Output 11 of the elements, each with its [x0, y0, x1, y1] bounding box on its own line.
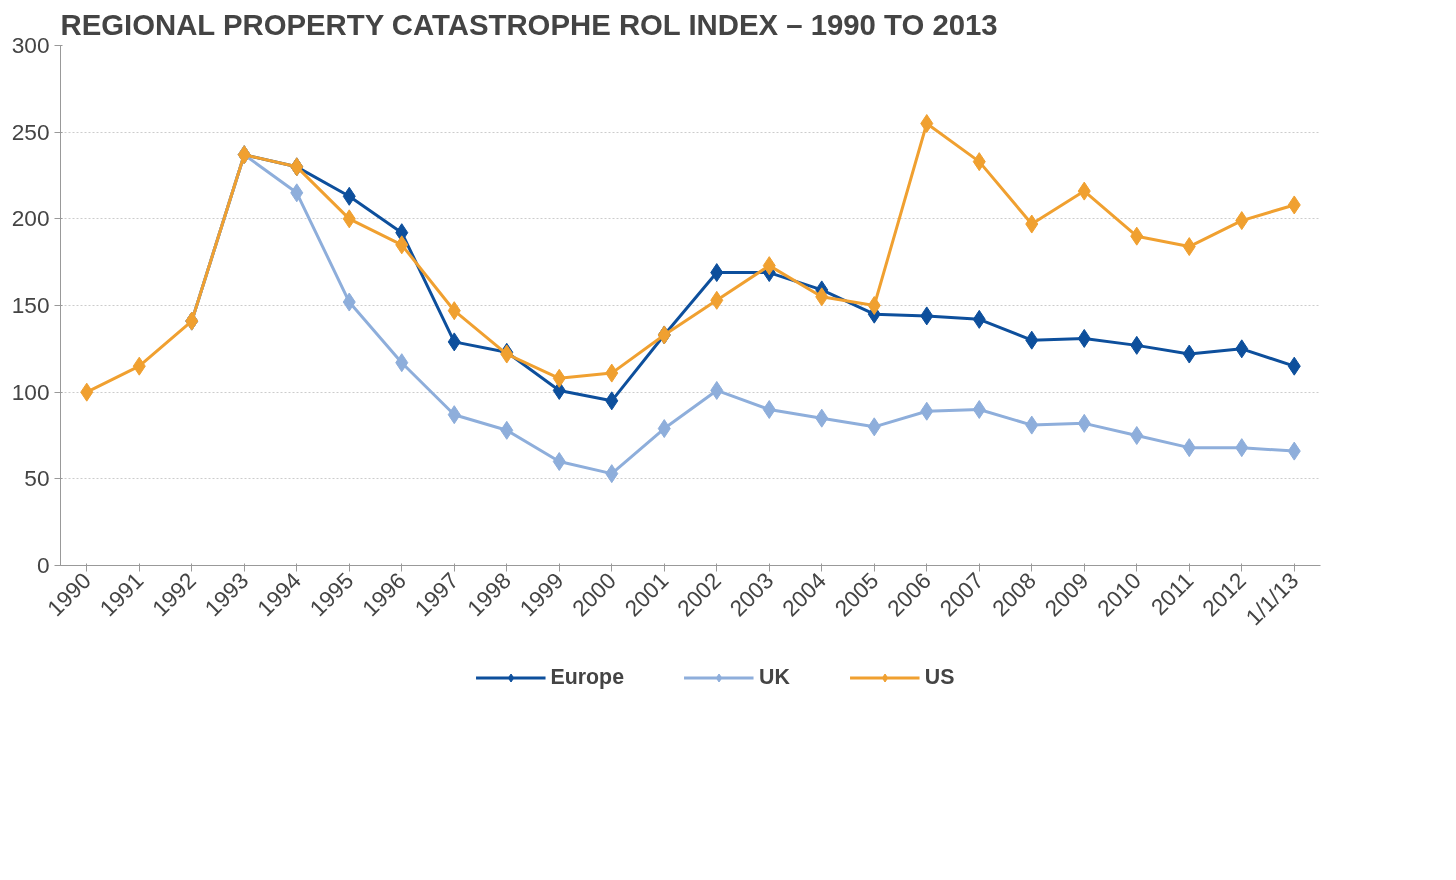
y-tick-label: 100	[11, 378, 50, 405]
legend-label: UK	[759, 664, 790, 690]
legend-label: US	[924, 664, 955, 690]
y-tick-label: 150	[11, 292, 50, 318]
y-tick-label: 200	[11, 205, 50, 232]
chart-title: REGIONAL PROPERTY CATASTROPHE ROL INDEX – 1990 TO 2013	[60, 7, 998, 41]
y-tick-label: 250	[11, 118, 50, 145]
legend-label: Europe	[550, 664, 625, 690]
y-tick-label: 50	[24, 465, 50, 492]
y-tick-label: 300	[11, 32, 50, 58]
y-tick-label: 0	[36, 552, 50, 578]
